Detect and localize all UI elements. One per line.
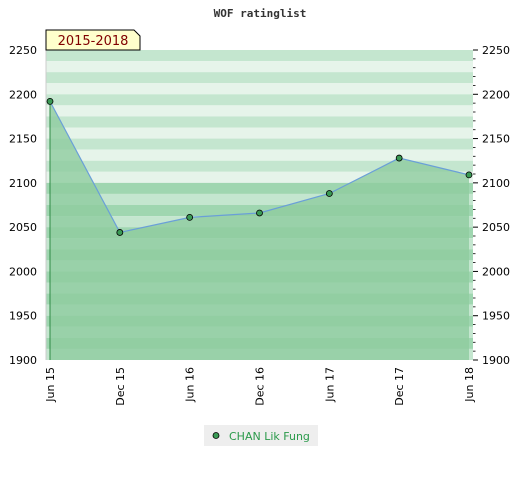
y-tick-label-left: 2000 (9, 265, 37, 278)
y-tick-label-right: 2150 (482, 133, 510, 146)
y-tick-label-left: 2100 (9, 177, 37, 190)
data-point[interactable] (256, 209, 263, 217)
data-point[interactable] (325, 190, 333, 197)
data-point[interactable] (395, 154, 403, 162)
x-tick-label: Jun 18 (463, 367, 476, 403)
y-tick-label-right: 2250 (482, 44, 510, 57)
background-band (46, 127, 473, 139)
y-tick-label-left: 2200 (9, 88, 37, 101)
x-axis: Jun 15 Dec 15 Jun 16 Dec 16 Jun 17 Dec 17 Jun … (44, 367, 476, 406)
y-axis-right: 1900 1950 2000 2050 2100 2150 2200 2250 (473, 44, 510, 367)
x-tick-label: Jun 17 (323, 367, 336, 403)
background-band (46, 149, 473, 161)
y-tick-label-right: 2200 (482, 88, 510, 101)
y-tick-label-right: 1950 (482, 310, 510, 323)
y-tick-label-right: 2000 (482, 265, 510, 278)
background-band (46, 50, 473, 62)
data-point[interactable] (465, 171, 473, 179)
background-band (46, 138, 473, 150)
background-band (46, 72, 473, 84)
y-tick-label-left: 2150 (9, 133, 37, 146)
y-tick-label-left: 1900 (9, 354, 37, 367)
y-tick-label-right: 2100 (482, 177, 510, 190)
background-band (46, 160, 473, 172)
y-tick-label-left: 2050 (9, 221, 37, 234)
period-badge: 2015-2018 (45, 29, 141, 51)
background-band (46, 193, 473, 205)
y-tick-label-right: 1900 (482, 354, 510, 367)
background-band (46, 83, 473, 95)
background-band (46, 182, 473, 194)
background-band (46, 105, 473, 117)
x-tick-label: Jun 16 (184, 367, 197, 403)
data-point[interactable] (46, 97, 54, 105)
x-tick-label: Dec 16 (254, 367, 267, 406)
background-band (46, 171, 473, 183)
chart-title: WOF ratinglist (214, 7, 307, 20)
background-band (46, 61, 473, 73)
data-point[interactable] (116, 229, 124, 236)
y-axis-left: 1900 1950 2000 2050 2100 2150 2200 2250 (9, 44, 37, 367)
series-area-fill (50, 101, 469, 360)
x-tick-label: Jun 15 (44, 367, 57, 403)
x-tick-label: Dec 15 (114, 367, 127, 406)
legend[interactable]: CHAN Lik Fung (204, 425, 318, 446)
x-tick-label: Dec 17 (393, 367, 406, 406)
background-band (46, 94, 473, 106)
period-label: 2015-2018 (58, 34, 129, 49)
y-tick-label-left: 1950 (9, 310, 37, 323)
legend-marker (212, 432, 220, 439)
background-band (46, 116, 473, 128)
y-tick-label-right: 2050 (482, 221, 510, 234)
legend-label: CHAN Lik Fung (229, 430, 310, 443)
series-markers (46, 97, 473, 236)
data-point[interactable] (186, 213, 194, 221)
y-tick-label-left: 2250 (9, 44, 37, 57)
